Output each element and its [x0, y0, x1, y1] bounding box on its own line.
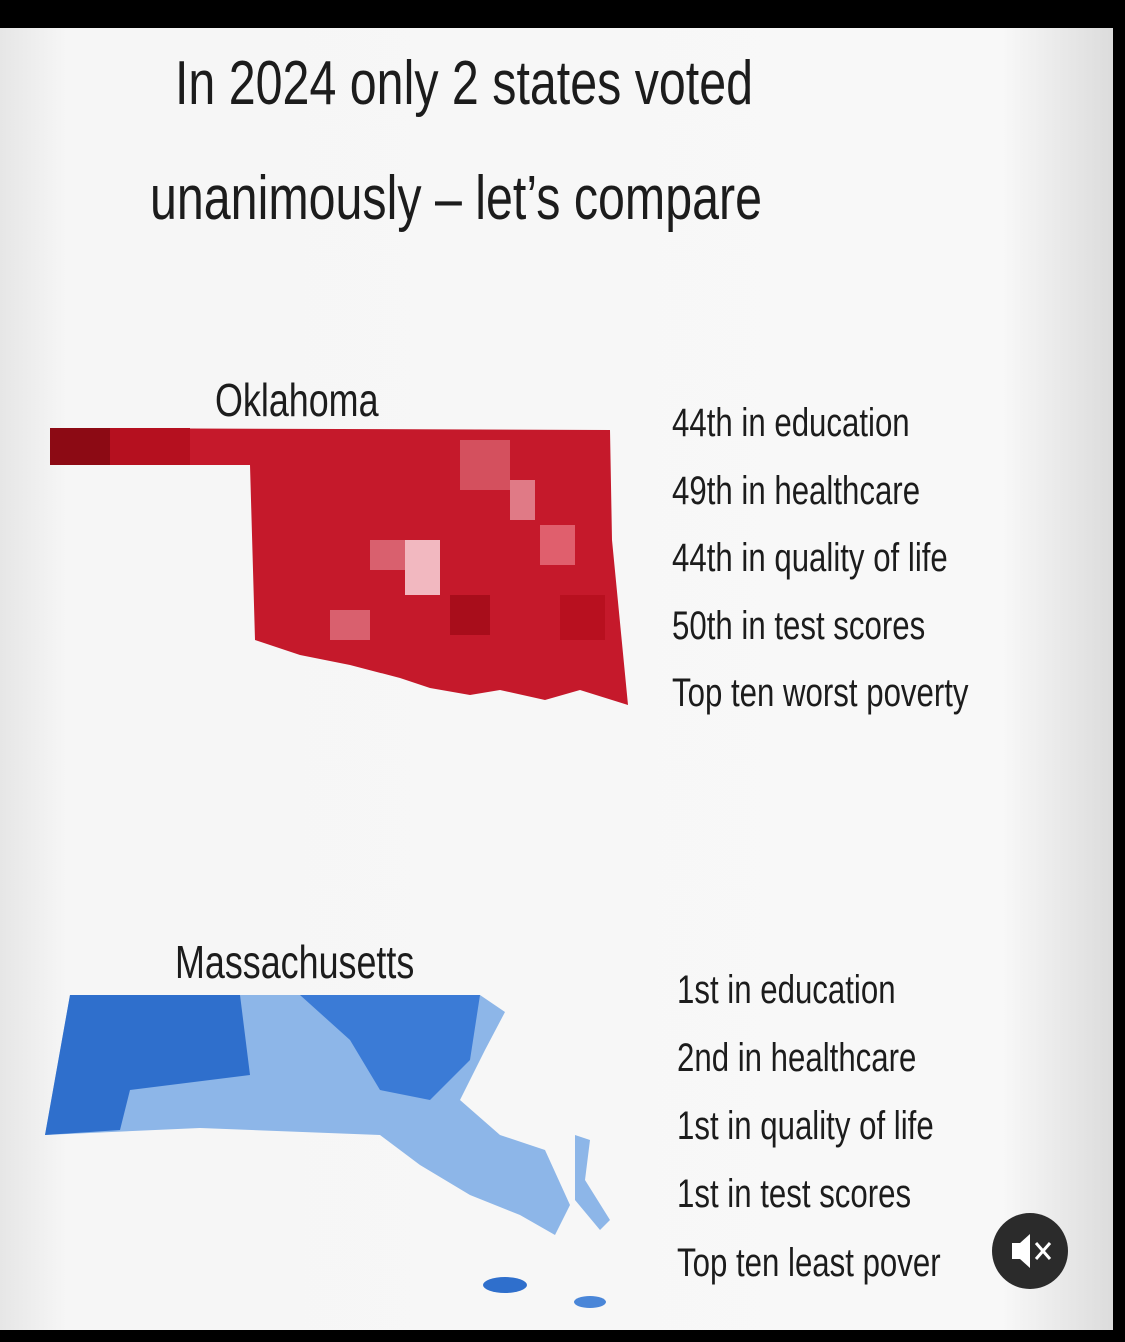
oklahoma-map: [50, 428, 628, 705]
stat: 2nd in healthcare: [677, 1036, 917, 1080]
stat: 44th in education: [672, 401, 910, 445]
stat: 49th in healthcare: [672, 469, 921, 513]
stat: 1st in education: [677, 968, 896, 1012]
massachusetts-map: [45, 995, 610, 1308]
overlay: [992, 1213, 1068, 1289]
title-line: unanimously – let’s compare: [150, 164, 762, 233]
stat: 1st in quality of life: [677, 1104, 934, 1148]
stat: 50th in test scores: [672, 604, 926, 648]
mute-button[interactable]: [992, 1213, 1068, 1289]
state-label: Massachusetts: [175, 936, 415, 988]
stat: Top ten least pover: [677, 1241, 941, 1285]
title-line: In 2024 only 2 states voted: [175, 49, 754, 118]
maps: [45, 428, 628, 1308]
stat: 44th in quality of life: [672, 536, 948, 580]
stat: 1st in test scores: [677, 1172, 912, 1216]
post-image: In 2024 only 2 states voted unanimously …: [0, 28, 1113, 1330]
state-label: Oklahoma: [215, 374, 379, 426]
stat: Top ten worst poverty: [672, 671, 969, 715]
